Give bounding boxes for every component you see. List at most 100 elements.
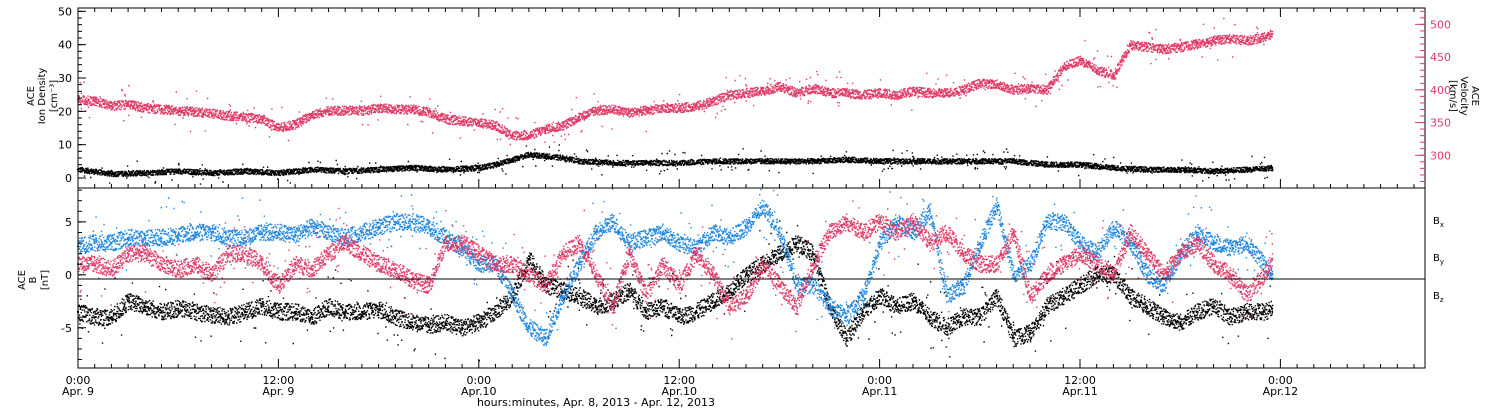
velocity-point [711, 100, 714, 103]
by-point [127, 236, 130, 239]
bz-point [1271, 257, 1274, 260]
top-left-tick-label: 20 [58, 105, 72, 118]
velocity-point [995, 83, 998, 86]
ion-density-point [1271, 167, 1274, 169]
x-tick-time-label: 0:00 [466, 374, 491, 387]
velocity-point [210, 112, 213, 115]
by-point [878, 242, 881, 245]
ion-density-point [377, 168, 380, 171]
bx-point [1212, 305, 1215, 308]
bottom-ylabel-quantity: B [28, 276, 39, 283]
by-point [1045, 220, 1048, 223]
by-point [728, 236, 731, 239]
ion-density-point [878, 160, 881, 163]
by-point [1162, 284, 1165, 287]
bx-point [210, 314, 213, 317]
velocity-point [628, 111, 631, 114]
velocity-point [527, 134, 530, 137]
bz-point [377, 263, 380, 266]
bz-point [1112, 273, 1115, 276]
by-point [561, 295, 564, 297]
bz-point [978, 263, 981, 266]
ion-density-point [611, 162, 614, 164]
by-point [745, 226, 747, 229]
bx-point [1179, 321, 1182, 324]
ion-density-point [978, 160, 981, 163]
by-point [444, 236, 447, 239]
by-point [461, 247, 464, 250]
bz-point [861, 231, 864, 234]
bz-point [795, 305, 798, 308]
velocity-point [878, 92, 881, 95]
velocity-point [110, 105, 113, 108]
bz-point [344, 242, 347, 245]
x-tick-time-label: 12:00 [1064, 374, 1096, 387]
bx-point [1129, 295, 1132, 297]
right-tick-label: 350 [1430, 117, 1451, 130]
right-ylabel-unit: [km/s] [1447, 80, 1458, 112]
bz-point [494, 263, 497, 266]
bz-point [694, 252, 697, 255]
velocity-point [1262, 36, 1265, 39]
velocity-point [828, 92, 831, 95]
velocity-point [694, 105, 697, 108]
velocity-point [93, 100, 96, 103]
ion-density-point [1246, 168, 1248, 171]
bx-point [1262, 310, 1265, 313]
velocity-point [511, 134, 514, 137]
legend-bz-name: B [1433, 291, 1440, 302]
bz-point [778, 284, 781, 287]
ion-density-point [945, 160, 948, 163]
velocity-point [761, 90, 764, 93]
bz-point [1179, 252, 1182, 255]
by-point [227, 236, 230, 239]
by-point [93, 242, 96, 245]
by-point [110, 242, 113, 245]
bx-point [945, 326, 948, 329]
bz-point [1045, 273, 1048, 276]
by-point [1112, 226, 1115, 229]
by-point [1062, 220, 1065, 223]
ion-density-point [344, 170, 347, 173]
bx-point [811, 252, 814, 255]
bz-point [1095, 263, 1098, 266]
velocity-point [177, 109, 180, 112]
ion-density-point [511, 158, 514, 161]
bx-point [143, 305, 146, 308]
right-tick-label: 400 [1430, 84, 1451, 97]
velocity-point [1229, 37, 1232, 40]
velocity-point [962, 88, 965, 91]
bz-point [511, 263, 514, 266]
bx-point [1162, 316, 1165, 319]
by-point [845, 316, 848, 319]
bx-point [1062, 295, 1065, 297]
velocity-point [912, 90, 914, 93]
bz-point [811, 263, 814, 266]
bx-point [578, 295, 580, 297]
bz-point [427, 284, 430, 287]
bz-point [761, 263, 764, 266]
velocity-point [360, 109, 363, 112]
velocity-point [411, 108, 413, 111]
bottom-left-tick-label: -5 [61, 322, 72, 335]
right-ylabel-quantity: Velocity [1458, 76, 1469, 115]
bz-point [628, 252, 631, 255]
velocity-point [1112, 74, 1115, 77]
velocity-point [644, 109, 647, 112]
bz-point [1262, 273, 1265, 276]
bx-point [1246, 310, 1248, 313]
by-point [978, 242, 981, 245]
by-point [477, 263, 480, 266]
ion-density-point [210, 172, 213, 174]
ion-density-point [1179, 168, 1182, 171]
ion-density-point [1145, 168, 1148, 171]
velocity-point [477, 121, 480, 124]
by-point [294, 233, 297, 236]
bz-point [177, 268, 180, 271]
top-left-tick-label: 0 [65, 172, 72, 185]
x-tick-date-label: Apr.10 [461, 385, 497, 398]
legend-bx-name: B [1433, 216, 1440, 227]
bx-point [895, 305, 898, 308]
bx-point [644, 310, 647, 313]
bz-point [260, 263, 263, 266]
